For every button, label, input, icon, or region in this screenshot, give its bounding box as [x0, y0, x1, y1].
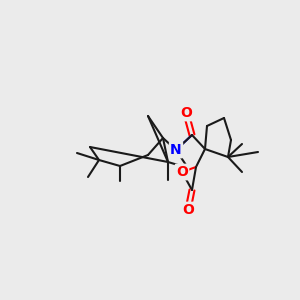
Text: O: O — [182, 203, 194, 217]
Text: O: O — [176, 165, 188, 179]
Text: N: N — [170, 143, 182, 157]
Text: O: O — [180, 106, 192, 120]
